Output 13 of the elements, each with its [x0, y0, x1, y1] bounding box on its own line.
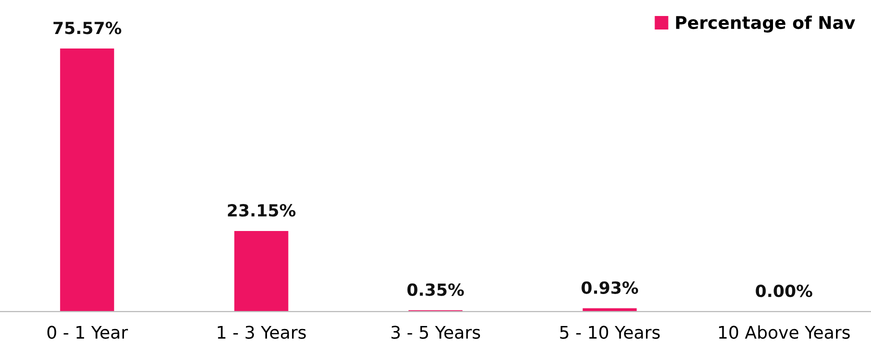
x-tick-label: 3 - 5 Years [391, 326, 480, 339]
data-label: 75.57% [54, 22, 122, 34]
legend-label: Percentage of Nav [676, 16, 856, 33]
x-tick-label: 1 - 3 Years [218, 326, 306, 339]
x-tick-label: 10 Above Years [719, 325, 850, 339]
data-label: 0.93% [582, 281, 638, 294]
data-label: 0.00% [756, 284, 812, 298]
data-label: 0.35% [407, 283, 464, 296]
bar [234, 230, 288, 312]
x-tick-label: 5 - 10 Years [560, 326, 660, 339]
data-label: 23.15% [228, 204, 296, 217]
bar [60, 48, 114, 312]
x-tick-label: 0 - 1 Year [47, 326, 128, 339]
